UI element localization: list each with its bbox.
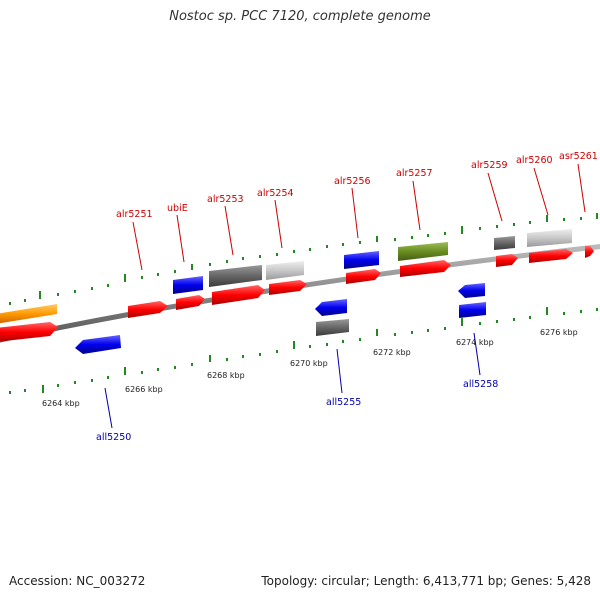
label-alr5257[interactable]: alr5257 bbox=[396, 168, 433, 179]
gene-ubiE[interactable] bbox=[176, 295, 205, 310]
reverse-tick-row bbox=[9, 307, 598, 394]
gene-alr5260[interactable] bbox=[529, 249, 573, 263]
gene-alr5251[interactable] bbox=[128, 301, 168, 318]
label-alr5260[interactable]: alr5260 bbox=[516, 155, 553, 166]
feature-orange[interactable] bbox=[0, 304, 57, 324]
forward-tick-row bbox=[9, 213, 598, 305]
forward-genes bbox=[0, 246, 594, 342]
gene-alr5254[interactable] bbox=[269, 280, 307, 295]
label-all5255[interactable]: all5255 bbox=[326, 397, 361, 408]
coord-label-6266: 6266 kbp bbox=[125, 385, 163, 394]
label-alr5259[interactable]: alr5259 bbox=[471, 160, 508, 171]
label-alr5256[interactable]: alr5256 bbox=[334, 176, 371, 187]
label-all5250[interactable]: all5250 bbox=[96, 432, 131, 443]
label-alr5251[interactable]: alr5251 bbox=[116, 209, 153, 220]
gene-alr5256[interactable] bbox=[346, 269, 381, 284]
gene-all5250[interactable] bbox=[75, 335, 121, 354]
reverse-genes bbox=[75, 283, 486, 354]
gene-alr5253[interactable] bbox=[212, 285, 265, 305]
feature-light-alr5260-row[interactable] bbox=[527, 229, 572, 247]
gene-all5258-b[interactable] bbox=[459, 302, 486, 318]
feature-dark-alr5259-row[interactable] bbox=[494, 236, 515, 250]
forward-label-connectors bbox=[132, 163, 586, 271]
gene-alr5257[interactable] bbox=[400, 260, 451, 277]
coord-label-6270: 6270 kbp bbox=[290, 359, 328, 368]
feature-blue-ubiE-row[interactable] bbox=[173, 276, 203, 294]
feature-light-alr5254-row[interactable] bbox=[266, 261, 304, 280]
coord-label-6276: 6276 kbp bbox=[540, 328, 578, 337]
coord-label-6272: 6272 kbp bbox=[373, 348, 411, 357]
label-ubiE[interactable]: ubiE bbox=[167, 203, 188, 214]
feature-dark-all5255-row[interactable] bbox=[316, 319, 349, 336]
label-asr5261[interactable]: asr5261 bbox=[559, 151, 598, 162]
gene-asr5261[interactable] bbox=[585, 246, 594, 258]
map-title: Nostoc sp. PCC 7120, complete genome bbox=[169, 9, 431, 24]
gene-all5255[interactable] bbox=[315, 299, 347, 316]
gene-all5258[interactable] bbox=[458, 283, 485, 298]
feature-blue-alr5256-row[interactable] bbox=[344, 251, 379, 269]
accession-label: Accession: NC_003272 bbox=[9, 574, 146, 588]
reverse-label-connectors bbox=[104, 332, 481, 429]
label-all5258[interactable]: all5258 bbox=[463, 379, 498, 390]
gene-forward-left-partial[interactable] bbox=[0, 322, 58, 342]
coord-label-6268: 6268 kbp bbox=[207, 371, 245, 380]
feature-dark-alr5253-row[interactable] bbox=[209, 265, 262, 287]
coord-label-6264: 6264 kbp bbox=[42, 399, 80, 408]
feature-green-alr5257-row[interactable] bbox=[398, 242, 448, 261]
label-alr5254[interactable]: alr5254 bbox=[257, 188, 294, 199]
gene-alr5259[interactable] bbox=[496, 254, 518, 267]
label-alr5253[interactable]: alr5253 bbox=[207, 194, 244, 205]
genome-summary-label: Topology: circular; Length: 6,413,771 bp… bbox=[261, 574, 591, 588]
coord-label-6274: 6274 kbp bbox=[456, 338, 494, 347]
